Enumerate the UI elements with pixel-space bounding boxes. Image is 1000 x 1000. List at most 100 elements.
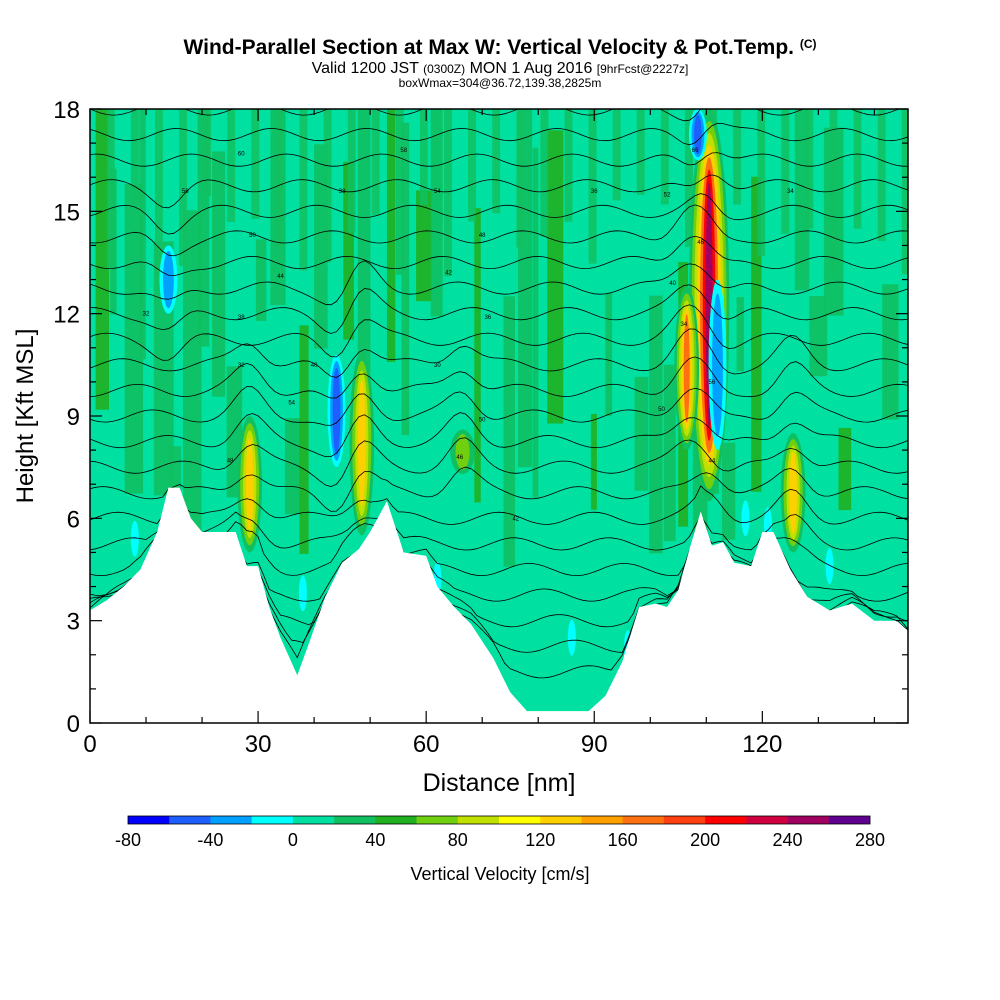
isentrope-label: 34: [787, 189, 794, 195]
colorbar-swatch: [457, 816, 500, 824]
colorbar-swatch: [210, 816, 252, 824]
field-band: [474, 208, 481, 503]
field-band: [605, 292, 613, 416]
colorbar-tick-label: 80: [448, 830, 468, 850]
isentrope-line: [90, 412, 908, 457]
field-band: [882, 284, 899, 420]
field-band: [492, 109, 501, 214]
field-band: [444, 109, 452, 277]
isentrope-line: [90, 109, 900, 122]
field-band: [197, 109, 210, 347]
isentrope-label: 48: [227, 458, 234, 464]
isentrope-label: 36: [591, 189, 598, 195]
x-tick-label: 90: [581, 731, 608, 758]
downdraft-cell: [567, 619, 576, 656]
field-band: [347, 109, 356, 233]
field-band: [357, 109, 371, 428]
x-axis-label: Distance [nm]: [423, 769, 576, 797]
field-band: [299, 109, 308, 271]
field-band: [395, 109, 404, 275]
valid-prefix: Valid 1200 JST: [311, 60, 419, 77]
field-band: [371, 109, 380, 216]
downdraft-cell: [825, 548, 834, 585]
field-band: [853, 109, 862, 229]
isentrope-label: 40: [311, 363, 318, 369]
x-tick-label: 60: [413, 731, 440, 758]
downdraft-core: [694, 114, 702, 155]
isentrope-label: 50: [479, 417, 486, 423]
field-band: [547, 130, 564, 424]
colorbar-swatch: [622, 816, 665, 824]
downdraft-core: [163, 250, 174, 309]
isentrope-line: [90, 122, 908, 146]
field-band: [564, 109, 573, 222]
field-band: [660, 109, 669, 205]
field-band: [503, 296, 516, 567]
colorbar-swatch: [416, 816, 459, 824]
isentrope-line: [90, 284, 908, 334]
colorbar: -80 -40 0 40 80 120 160 200 240 280: [115, 815, 885, 850]
field-band: [838, 427, 852, 511]
field-band: [416, 190, 433, 302]
field-band: [634, 376, 649, 491]
isentrope-label: 32: [143, 312, 150, 318]
field-band: [877, 109, 886, 241]
isentrope-line: [90, 466, 908, 512]
field-band: [829, 109, 838, 277]
isentrope-label: 34: [681, 322, 688, 328]
downdraft-core: [712, 293, 723, 437]
isentrope-line: [90, 328, 908, 378]
field-band: [130, 109, 139, 203]
box-info: boxWmax=304@36.72,139.38,2825m: [398, 76, 602, 90]
isentrope-label: 54: [288, 400, 295, 406]
field-band: [516, 109, 525, 248]
y-tick-label: 6: [67, 506, 80, 533]
isentrope-label: 60: [238, 151, 245, 157]
field-band: [179, 109, 187, 266]
isentrope-label: 52: [664, 192, 671, 198]
colorbar-tick-label: -40: [197, 830, 223, 850]
field-band: [420, 109, 428, 206]
updraft-core: [789, 451, 797, 534]
isentrope-label: 66: [692, 148, 699, 154]
isentrope-line: [90, 174, 908, 209]
y-tick-label: 15: [53, 199, 80, 226]
updraft-core: [683, 314, 690, 423]
y-tick-label: 9: [67, 404, 80, 431]
field-band: [901, 109, 908, 275]
colorbar-tick-label: 0: [288, 830, 298, 850]
field-band: [751, 176, 762, 492]
colorbar-tick-label: 40: [365, 830, 385, 850]
colorbar-swatch: [334, 816, 376, 824]
field-band: [781, 109, 790, 234]
isentrope-label: 32: [238, 363, 245, 369]
field-band: [275, 109, 284, 247]
field-band: [323, 109, 332, 263]
isentrope-label: 30: [434, 363, 441, 369]
colorbar-tick-label: 200: [690, 830, 720, 850]
isentrope-line: [90, 356, 908, 399]
x-tick-label: 0: [83, 731, 96, 758]
colorbar-swatch: [251, 816, 294, 824]
field-band: [299, 325, 309, 554]
downdraft-core: [332, 367, 341, 455]
downdraft-cell: [298, 575, 307, 612]
field-band: [343, 161, 354, 340]
colorbar-swatch: [292, 816, 335, 824]
field-band: [386, 109, 396, 362]
isentrope-line: [90, 235, 908, 277]
colorbar-tick-label: 280: [855, 830, 885, 850]
isentrope-line: [90, 386, 908, 426]
terrain-profile: [90, 487, 908, 723]
colorbar-swatch: [499, 816, 541, 824]
colorbar-label: Vertical Velocity [cm/s]: [410, 864, 590, 884]
title-mark: (C): [799, 37, 817, 51]
isentrope-line: [90, 260, 908, 306]
field-band: [588, 109, 597, 264]
field-band: [106, 109, 115, 269]
updraft-core: [358, 380, 366, 507]
colorbar-swatch: [663, 816, 706, 824]
colorbar-swatch: [746, 816, 788, 824]
y-tick-label: 0: [67, 711, 80, 738]
